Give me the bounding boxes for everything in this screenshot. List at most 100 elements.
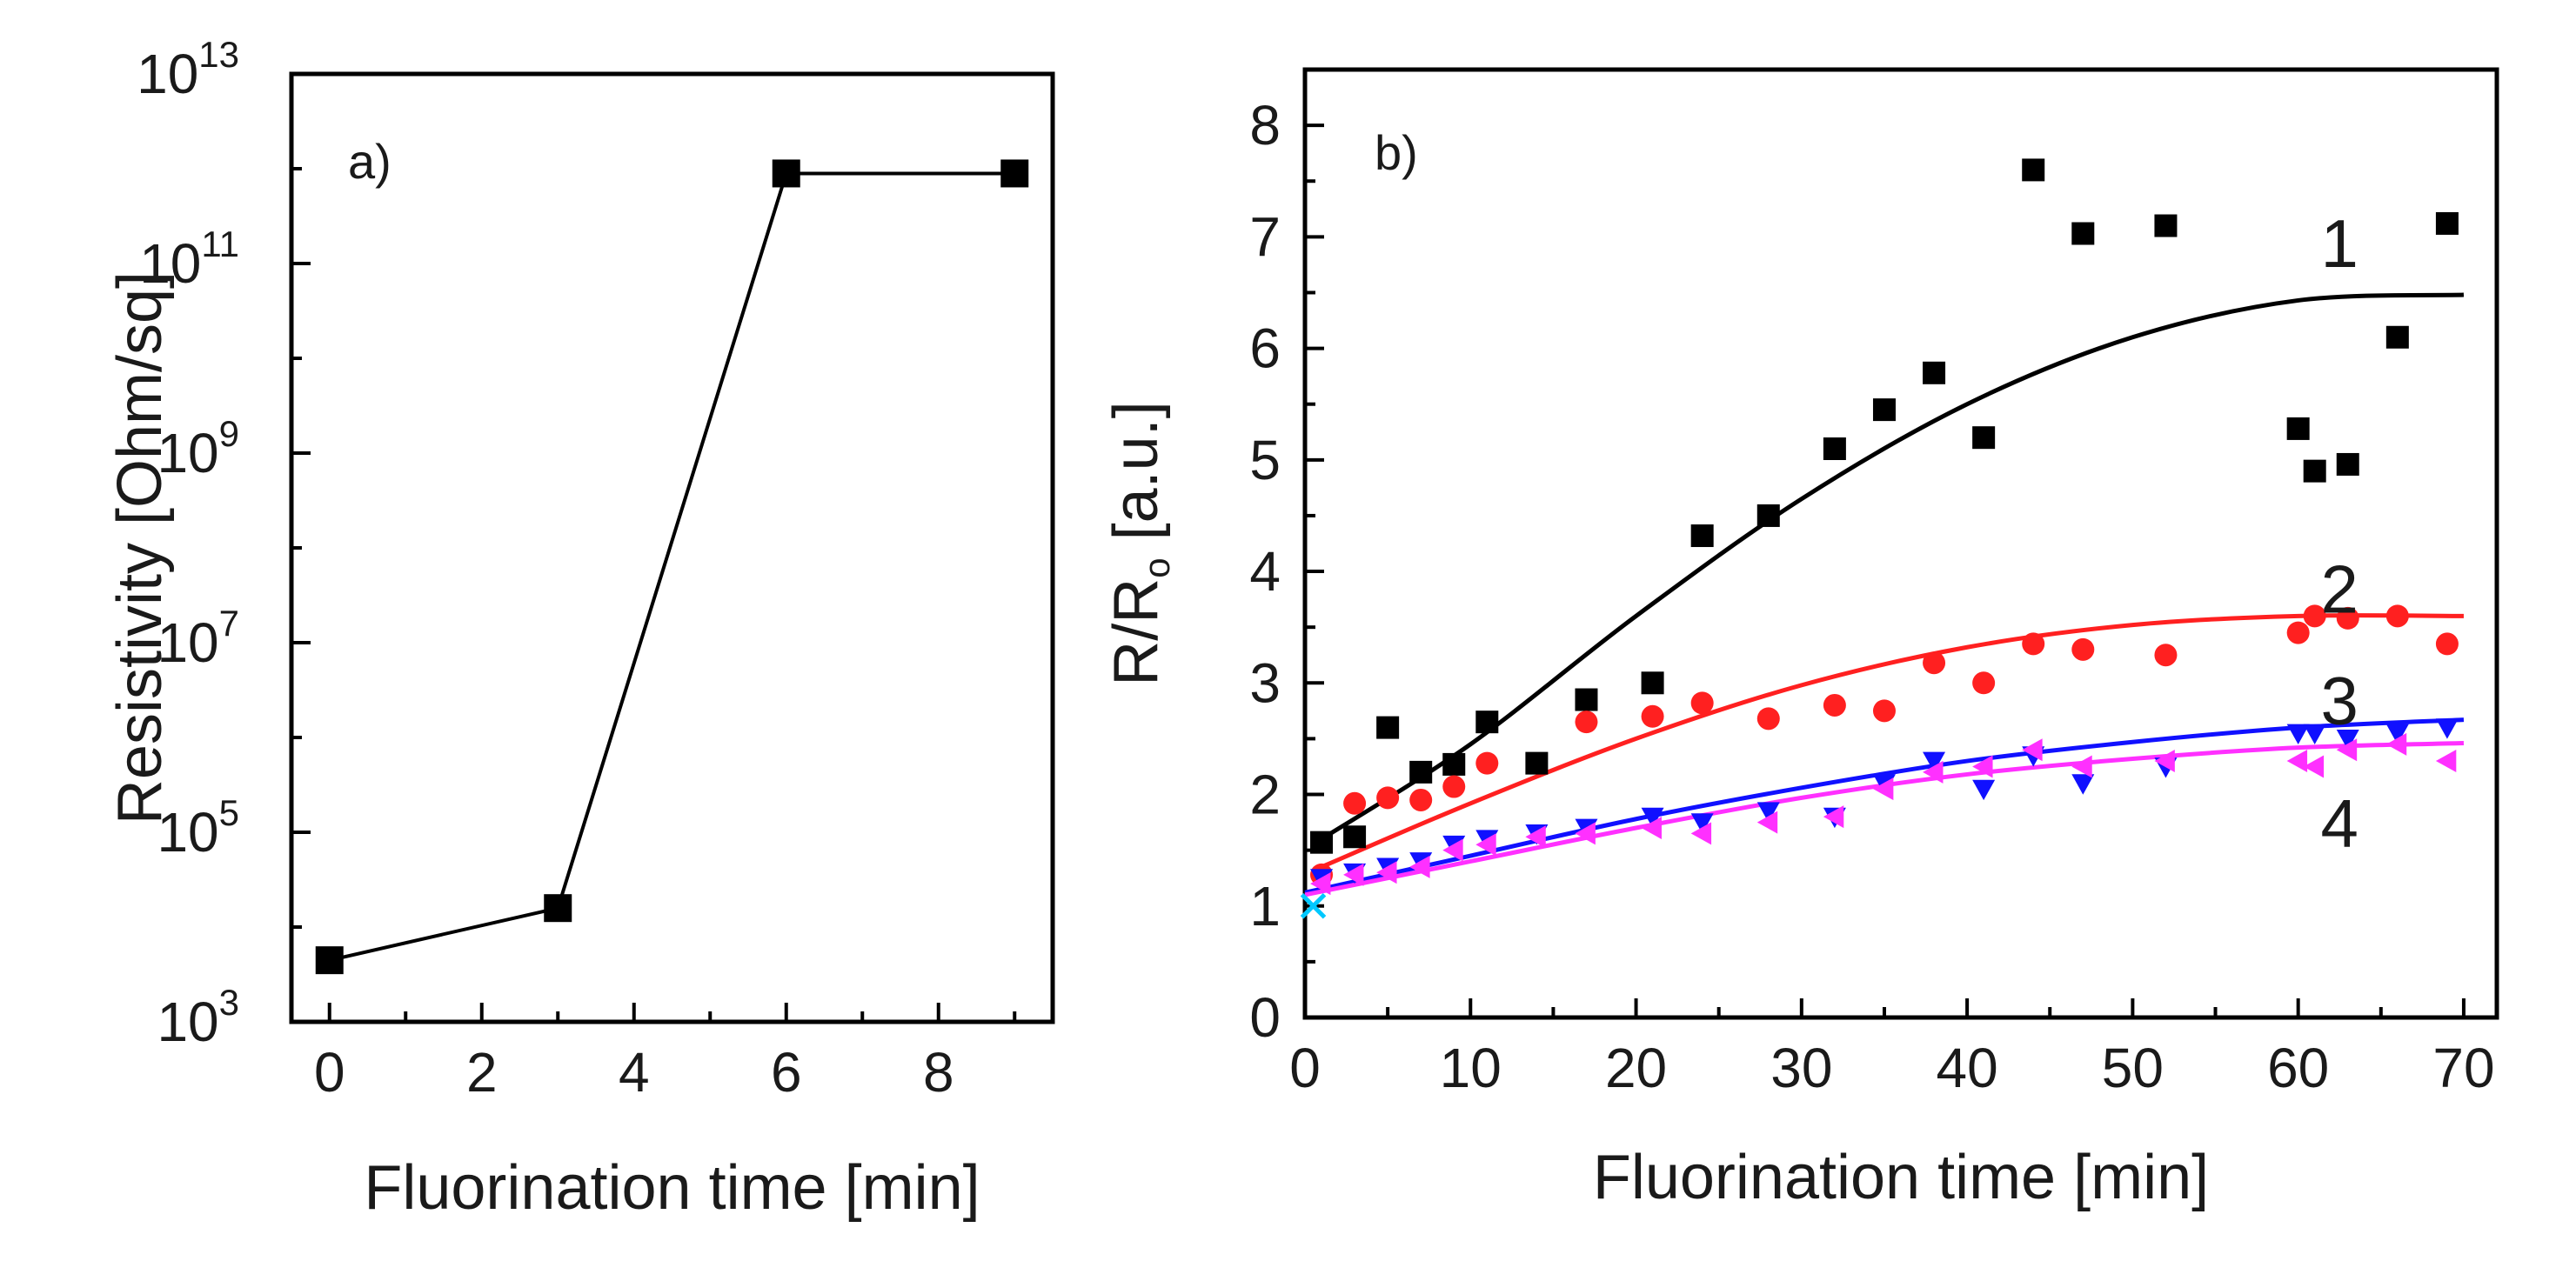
panel-b-data-point-1 <box>2435 211 2459 235</box>
panel-b-data-point-1 <box>2071 222 2095 245</box>
panel-a-frame <box>289 71 1055 1024</box>
panel-b-fit-curves <box>1304 292 2465 897</box>
panel-b-data-point-4 <box>1475 833 1496 857</box>
panel-b-data-point-1 <box>1343 825 1367 849</box>
panel-a-x-tick-label: 6 <box>771 1041 802 1104</box>
panel-b-data-point-4 <box>1690 822 1712 845</box>
panel-b-curve-label: 1 <box>2321 205 2359 282</box>
panel-b-data-point-3 <box>2336 730 2359 751</box>
panel-b-y-tick-label: 0 <box>1249 986 1281 1049</box>
panel-b-data-point-3 <box>2385 724 2409 744</box>
panel-b-data-point-1 <box>2303 459 2326 483</box>
panel-b-data-point-2 <box>2286 621 2310 644</box>
panel-b-data-point-1 <box>1690 524 1714 548</box>
panel-b-curve-labels: 1 2 3 4 <box>2321 205 2359 862</box>
panel-a-data-point <box>544 894 572 923</box>
panel-b-data-point-2 <box>2022 632 2045 656</box>
panel-b-data-point-4 <box>1972 755 1993 778</box>
panel-b-x-tick-label: 30 <box>1770 1037 1832 1099</box>
panel-b-y-tick-label: 8 <box>1249 94 1281 157</box>
panel-b-x-tick-label: 0 <box>1289 1037 1321 1099</box>
panel-b-data-point-1 <box>1641 671 1664 695</box>
panel-b-data-point-1 <box>1972 426 1996 450</box>
panel-b-fit-curve-3 <box>1304 717 2465 895</box>
panel-b-data-point-2 <box>1923 651 1946 675</box>
panel-b-data-point-1 <box>1376 716 1400 739</box>
panel-b-data-point-2 <box>1442 775 1466 798</box>
panel-b-x-tick-label: 10 <box>1440 1037 1502 1099</box>
panel-a-y-tick-label: 1011 <box>139 224 239 295</box>
panel-a-y-tick-label: 107 <box>157 603 239 674</box>
panel-b-data-point-4 <box>2286 750 2308 773</box>
panel-b-y-tick-label: 6 <box>1249 317 1281 380</box>
panel-b-data-point-3 <box>1923 751 1946 773</box>
panel-b-data-point-2 <box>1756 707 1780 731</box>
panel-b-data-point-4 <box>1641 817 1662 839</box>
panel-b-data-point-4 <box>1872 777 1894 801</box>
panel-a-label: a) <box>348 134 391 189</box>
panel-b-data-point-2 <box>1872 699 1896 723</box>
panel-b-data-point-1 <box>1310 831 1334 854</box>
panel-b-x-tick-label: 40 <box>1937 1037 1998 1099</box>
panel-b-data-point-2 <box>1376 786 1400 810</box>
panel-a-y-tick-label: 103 <box>157 982 239 1053</box>
panel-b-data-point-2 <box>2435 632 2459 656</box>
panel-a-y-tick-label: 109 <box>157 413 239 484</box>
panel-b-ticks: 0 10 20 30 40 50 60 70 0 1 2 3 4 5 6 7 8 <box>1249 94 2494 1099</box>
panel-b-data-point-2 <box>1823 693 1846 717</box>
panel-b-data-point-2 <box>2385 604 2409 628</box>
panel-a-data-point <box>1000 159 1029 188</box>
panel-b-data-point-4 <box>2336 738 2358 762</box>
panel-b-x-axis-title: Fluorination time [min] <box>1593 1143 2209 1212</box>
panel-a: 0 2 4 6 8 103 105 107 109 1011 1013 a) Fluorinatio… <box>105 34 1055 1223</box>
panel-b-data-point-2 <box>1972 671 1996 695</box>
panel-b-data-point-1 <box>1756 504 1780 527</box>
panel-b-data-point-1 <box>2022 158 2045 182</box>
panel-b-y-axis-main: R/R <box>1101 578 1171 686</box>
panel-b-x-tick-label: 60 <box>2267 1037 2329 1099</box>
panel-b-data-point-2 <box>1641 704 1664 728</box>
panel-b-data-point-1 <box>1923 361 1946 384</box>
panel-b-data-point-4 <box>2022 738 2043 762</box>
panel-b-x-tick-label: 20 <box>1605 1037 1667 1099</box>
panel-b-y-tick-label: 2 <box>1249 764 1281 826</box>
panel-b-data-point-1 <box>1823 437 1846 460</box>
panel-b-y-axis-title: R/Ro [a.u.] <box>1101 401 1177 685</box>
panel-a-data-point <box>772 159 800 188</box>
panel-b-data-point-2 <box>2336 606 2359 630</box>
panel-b-data-point-3 <box>2435 718 2459 739</box>
panel-b-label: b) <box>1375 125 1418 180</box>
panel-b-y-tick-label: 4 <box>1249 540 1281 603</box>
panel-b-data-point-4 <box>2435 750 2457 773</box>
panel-b-data-point-4 <box>1442 838 1463 862</box>
panel-b-data-point-3 <box>2303 724 2326 744</box>
panel-b-data-point-1 <box>1575 688 1598 711</box>
panel-b-data-point-origin <box>1300 892 1327 919</box>
panel-b-data-point-1 <box>1409 760 1433 784</box>
panel-b-data-point-4 <box>1756 811 1778 834</box>
panel-b-data-point-1 <box>2154 214 2178 237</box>
panel-b-data-point-2 <box>2154 644 2178 667</box>
panel-b-data-point-3 <box>1756 802 1780 823</box>
panel-a-series-line <box>329 171 1015 963</box>
panel-b-y-tick-label: 5 <box>1249 429 1281 491</box>
panel-b-series <box>1300 158 2459 919</box>
panel-b-y-axis-unit: [a.u.] <box>1101 401 1171 557</box>
panel-b-data-point-4 <box>2303 755 2325 778</box>
panel-b-data-point-1 <box>2385 325 2409 349</box>
panel-b-data-point-4 <box>2071 755 2092 778</box>
panel-b-x-tick-label: 70 <box>2432 1037 2494 1099</box>
panel-b-data-point-2 <box>2071 637 2095 661</box>
panel-b-data-point-3 <box>1690 813 1714 834</box>
panel-b-data-point-4 <box>2385 732 2407 756</box>
panel-b-data-point-1 <box>2336 452 2359 476</box>
panel-b-data-point-3 <box>2286 724 2310 744</box>
panel-b-data-point-4 <box>1343 863 1364 886</box>
panel-a-data-point <box>315 946 344 975</box>
panel-a-ticks: 0 2 4 6 8 103 105 107 109 1011 1013 <box>137 34 1017 1104</box>
panel-b-data-point-2 <box>1475 751 1499 775</box>
panel-b-data-point-4 <box>1409 855 1430 878</box>
panel-b-data-point-4 <box>1376 861 1397 884</box>
panel-b-data-point-4 <box>1823 805 1844 829</box>
